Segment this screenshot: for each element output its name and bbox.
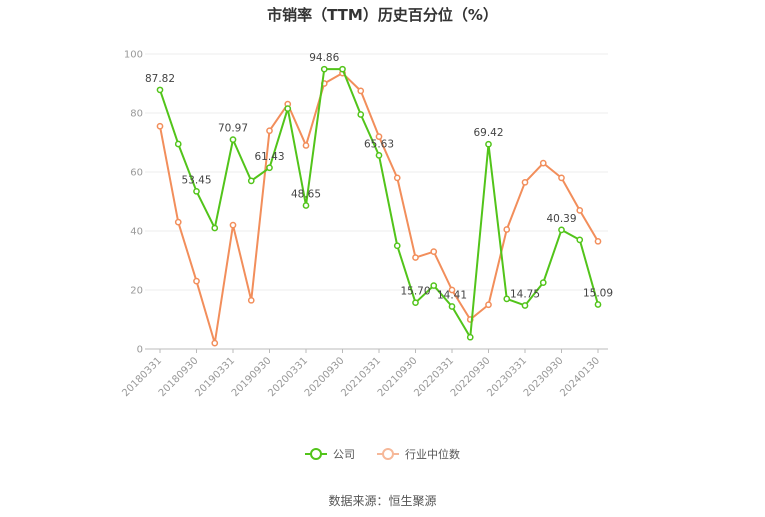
data-point-company [339, 65, 346, 73]
data-point-industry-median [211, 339, 219, 347]
legend-swatch-company [305, 448, 327, 460]
data-point-company [485, 140, 492, 148]
data-point-industry-median [156, 122, 164, 130]
data-point-industry-median [266, 127, 273, 135]
data-label-company: 15.09 [583, 287, 613, 299]
data-point-company [211, 224, 219, 232]
x-tick-label-20240130: 20240130 [558, 355, 602, 399]
data-point-company [247, 177, 255, 185]
data-point-industry-median [448, 286, 456, 294]
y-tick-label-40: 40 [130, 227, 143, 238]
data-label-company: 70.97 [218, 123, 248, 135]
data-point-industry-median [503, 226, 511, 233]
legend-label-industry-median: 行业中位数 [405, 448, 460, 461]
data-point-company [266, 164, 273, 172]
data-point-company [357, 111, 365, 118]
y-tick-label-100: 100 [124, 50, 143, 61]
data-source-note: 数据来源：恒生聚源 [328, 494, 437, 508]
data-point-industry-median [229, 221, 237, 229]
data-point-company [375, 152, 383, 159]
data-point-company [594, 301, 602, 308]
data-point-industry-median [247, 296, 255, 304]
data-label-company: 14.75 [510, 288, 540, 300]
data-point-industry-median [430, 248, 438, 255]
data-point-industry-median [375, 133, 383, 140]
data-point-company [302, 202, 310, 209]
data-point-industry-median [576, 207, 584, 214]
series-line-industry-median [159, 72, 599, 345]
legend-item-industry-median[interactable]: 行业中位数 [377, 446, 460, 462]
data-point-industry-median [412, 254, 419, 261]
data-point-industry-median [539, 159, 547, 167]
legend-label-company: 公司 [333, 448, 355, 461]
data-label-company: 15.70 [400, 286, 430, 298]
y-tick-label-20: 20 [130, 286, 143, 297]
data-point-industry-median [521, 178, 529, 186]
y-tick-label-0: 0 [137, 345, 143, 356]
data-point-company [412, 299, 419, 307]
chart-title: 市销率（TTM）历史百分位（%） [267, 6, 498, 24]
y-tick-label-60: 60 [130, 168, 143, 179]
data-point-company [284, 105, 292, 112]
data-point-company [503, 295, 511, 303]
data-point-company [521, 302, 529, 309]
data-point-industry-median [302, 142, 310, 149]
data-point-company [393, 242, 401, 250]
data-label-company: 61.43 [254, 151, 284, 163]
data-point-industry-median [594, 237, 602, 245]
data-point-industry-median [485, 301, 492, 309]
data-label-company: 65.63 [364, 138, 394, 150]
y-tick-label-80: 80 [130, 109, 143, 120]
data-point-company [229, 136, 237, 143]
data-point-industry-median [558, 174, 565, 182]
data-label-company: 48.65 [291, 188, 321, 200]
data-point-industry-median [193, 277, 200, 285]
data-label-company: 14.41 [437, 289, 467, 301]
data-label-company: 69.42 [473, 127, 503, 139]
data-point-company [320, 65, 328, 73]
data-point-company [174, 140, 182, 148]
data-point-company [466, 333, 474, 341]
data-label-company: 94.86 [309, 52, 339, 64]
data-point-industry-median [174, 218, 182, 226]
legend-item-company[interactable]: 公司 [305, 446, 355, 462]
data-point-company [448, 303, 456, 310]
chart-legend: 公司 行业中位数 [0, 446, 765, 462]
data-label-company: 40.39 [546, 213, 576, 225]
data-point-company [576, 236, 584, 244]
data-point-industry-median [393, 174, 401, 182]
data-point-company [539, 279, 547, 286]
data-point-company [558, 226, 565, 234]
data-label-company: 87.82 [145, 73, 175, 85]
data-point-industry-median [357, 87, 365, 95]
legend-swatch-industry-median [377, 448, 399, 460]
data-label-company: 53.45 [181, 174, 211, 186]
data-point-company [430, 282, 438, 289]
data-point-company [156, 86, 164, 94]
data-point-company [193, 187, 200, 195]
